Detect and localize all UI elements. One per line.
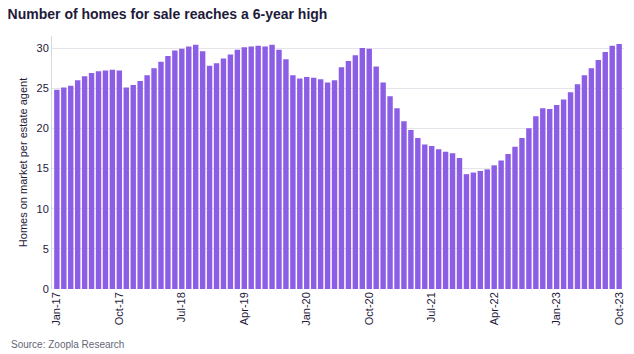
svg-text:Oct-23: Oct-23 xyxy=(613,292,625,325)
svg-text:Jul-18: Jul-18 xyxy=(175,292,187,322)
svg-text:Jan-23: Jan-23 xyxy=(550,292,562,326)
svg-text:Jan-20: Jan-20 xyxy=(300,292,312,326)
svg-text:30: 30 xyxy=(37,42,49,54)
svg-text:Apr-19: Apr-19 xyxy=(238,292,250,325)
svg-text:Apr-22: Apr-22 xyxy=(488,292,500,325)
svg-text:Oct-20: Oct-20 xyxy=(363,292,375,325)
svg-text:Oct-17: Oct-17 xyxy=(113,292,125,325)
svg-text:10: 10 xyxy=(37,203,49,215)
svg-text:5: 5 xyxy=(43,243,49,255)
svg-text:20: 20 xyxy=(37,122,49,134)
svg-text:0: 0 xyxy=(43,283,49,295)
svg-text:Jan-17: Jan-17 xyxy=(50,292,62,326)
svg-text:Source: Zoopla Research: Source: Zoopla Research xyxy=(11,339,124,350)
svg-text:Homes on market per estate age: Homes on market per estate agent xyxy=(17,78,29,247)
svg-text:Jul-21: Jul-21 xyxy=(425,292,437,322)
svg-text:25: 25 xyxy=(37,82,49,94)
svg-text:15: 15 xyxy=(37,162,49,174)
svg-text:Number of homes for sale reach: Number of homes for sale reaches a 6-yea… xyxy=(8,6,328,22)
